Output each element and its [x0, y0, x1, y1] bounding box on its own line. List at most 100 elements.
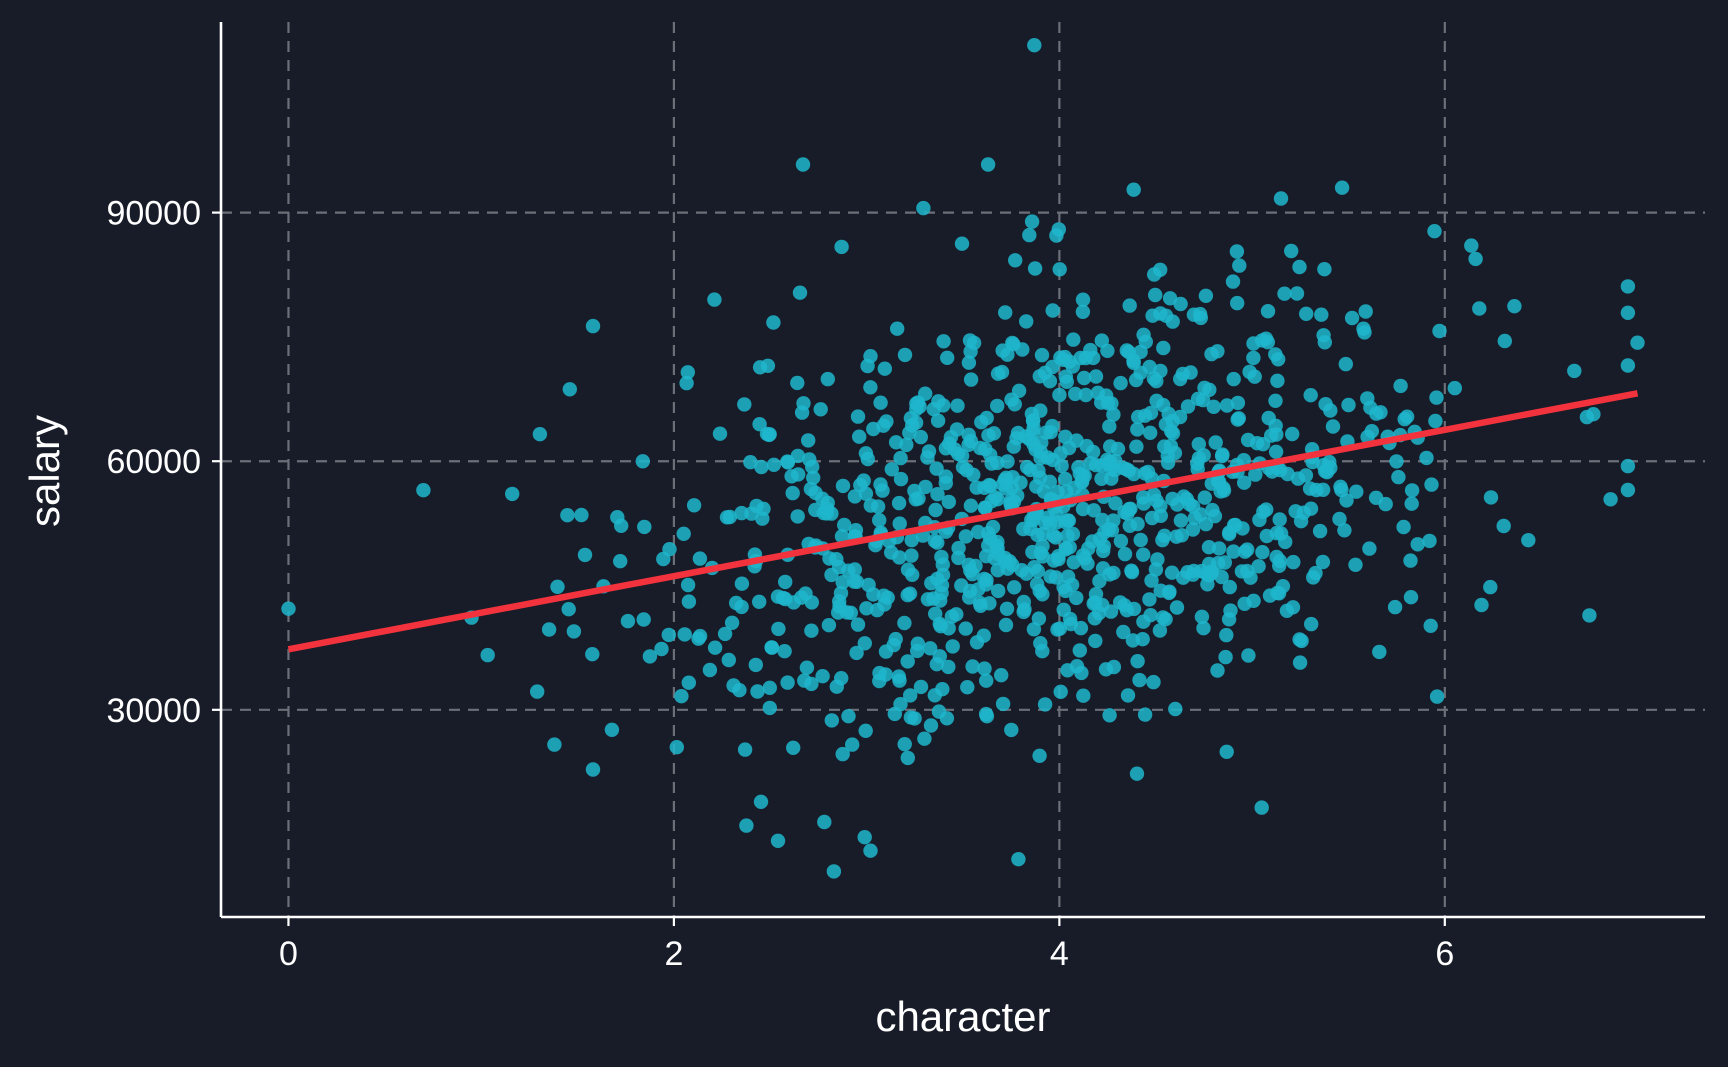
- data-point: [986, 426, 1002, 441]
- data-point: [680, 577, 696, 593]
- data-point: [1186, 563, 1202, 579]
- data-point: [936, 334, 951, 349]
- data-point: [717, 626, 733, 642]
- data-point: [1075, 548, 1091, 563]
- data-point: [1108, 496, 1123, 511]
- data-point: [965, 659, 980, 674]
- data-point: [1153, 262, 1168, 277]
- data-point: [813, 402, 828, 417]
- data-point: [857, 636, 872, 651]
- data-point: [1019, 459, 1035, 475]
- data-point: [1117, 598, 1132, 613]
- data-point: [907, 711, 922, 726]
- data-point: [677, 627, 692, 642]
- data-point: [891, 495, 907, 511]
- data-point: [656, 551, 671, 567]
- data-point: [1103, 604, 1119, 619]
- data-point: [754, 459, 769, 475]
- data-point: [1396, 519, 1411, 535]
- data-point: [945, 639, 960, 654]
- data-point: [798, 586, 813, 601]
- data-point: [585, 762, 601, 777]
- data-point: [860, 451, 875, 467]
- data-point: [910, 643, 925, 659]
- data-point: [1160, 455, 1176, 470]
- data-point: [797, 673, 812, 688]
- data-point: [561, 602, 576, 617]
- data-point: [1341, 397, 1356, 413]
- data-point: [1173, 296, 1188, 312]
- data-point: [1113, 533, 1129, 549]
- data-point: [661, 627, 676, 643]
- data-point: [873, 395, 888, 410]
- data-point: [1246, 593, 1261, 608]
- data-point: [692, 551, 708, 566]
- data-point: [654, 641, 669, 657]
- data-point: [1157, 528, 1172, 543]
- data-point: [1378, 496, 1393, 512]
- data-point: [918, 386, 933, 401]
- data-point: [1251, 559, 1266, 574]
- data-point: [850, 409, 866, 424]
- data-point: [1075, 304, 1091, 319]
- data-point: [585, 647, 600, 662]
- data-point: [1095, 512, 1110, 528]
- data-point: [1104, 462, 1119, 477]
- data-point: [1285, 426, 1300, 442]
- data-point: [1024, 214, 1040, 229]
- data-point: [1229, 244, 1245, 259]
- data-point: [801, 433, 816, 448]
- data-point: [1312, 523, 1328, 539]
- data-point: [1018, 314, 1034, 329]
- data-point: [1072, 643, 1088, 658]
- data-point: [761, 427, 777, 443]
- data-point: [954, 448, 970, 464]
- data-point: [1268, 393, 1283, 408]
- data-point: [1032, 748, 1047, 763]
- data-point: [1076, 688, 1091, 703]
- data-point: [1054, 458, 1069, 474]
- data-point: [892, 516, 907, 531]
- data-point: [1337, 523, 1352, 538]
- data-point: [1241, 648, 1256, 663]
- data-point: [1231, 411, 1247, 426]
- data-point: [1142, 359, 1157, 375]
- data-point: [1102, 419, 1117, 434]
- data-point: [778, 591, 793, 607]
- data-point: [1318, 397, 1333, 412]
- data-point: [941, 659, 956, 675]
- data-point: [1011, 852, 1026, 867]
- data-point: [892, 550, 907, 565]
- data-point: [613, 554, 628, 569]
- data-point: [979, 673, 994, 688]
- data-point: [1582, 608, 1597, 623]
- data-point: [832, 594, 847, 609]
- data-point: [850, 617, 866, 632]
- data-point: [732, 683, 747, 698]
- data-point: [1004, 722, 1019, 738]
- data-point: [1130, 516, 1145, 532]
- data-point: [1027, 560, 1042, 575]
- data-point: [1344, 310, 1360, 326]
- data-point: [835, 478, 851, 494]
- data-point: [1098, 662, 1114, 677]
- data-point: [1348, 557, 1363, 572]
- data-point: [1056, 602, 1071, 617]
- y-tick-label: 30000: [106, 692, 201, 730]
- data-point: [815, 669, 830, 684]
- data-point: [1045, 303, 1060, 318]
- data-point: [888, 631, 903, 647]
- data-point: [995, 696, 1011, 712]
- data-point: [1234, 564, 1250, 579]
- data-point: [1332, 511, 1347, 527]
- data-point: [1179, 491, 1195, 507]
- data-point: [786, 740, 801, 755]
- data-point: [1260, 304, 1276, 319]
- data-point: [909, 396, 924, 411]
- data-point: [897, 615, 912, 631]
- data-point: [991, 547, 1006, 562]
- data-point: [1314, 307, 1329, 322]
- data-point: [1152, 623, 1168, 638]
- data-point: [853, 477, 868, 493]
- data-point: [1043, 569, 1058, 584]
